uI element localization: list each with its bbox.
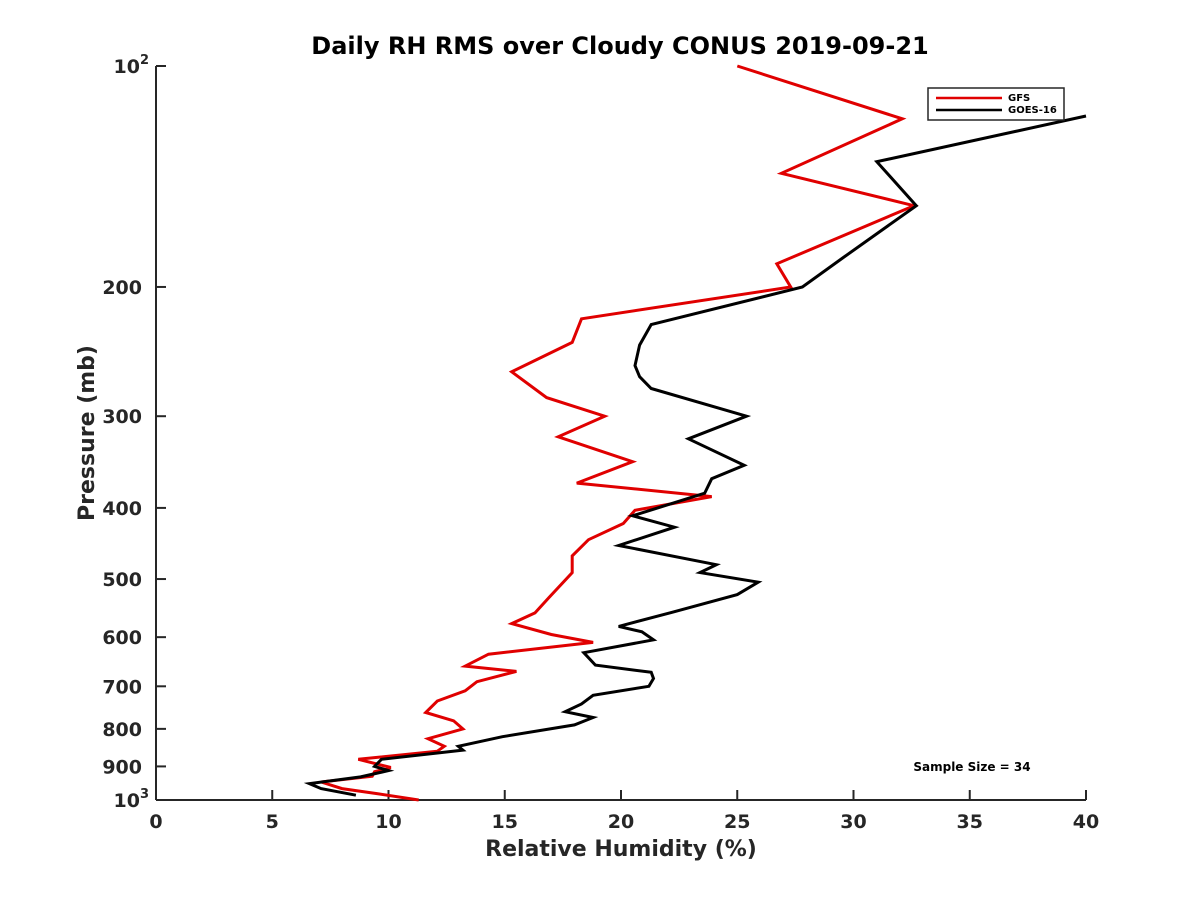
chart-title: Daily RH RMS over Cloudy CONUS 2019-09-2… [311,32,928,60]
x-axis-label: Relative Humidity (%) [485,837,757,862]
y-tick-exponent: 3 [140,787,149,802]
series-line-goes16 [303,114,1087,797]
y-axis-label: Pressure (mb) [75,345,100,521]
y-tick-label: 400 [102,498,142,520]
y-tick-base: 10 [114,56,140,78]
series-line-gfs [320,64,919,802]
y-tick-label: 103 [114,787,150,812]
legend-label-goes16: GOES-16 [1008,105,1057,116]
x-axis-ticks: 0 5 10 15 20 25 30 35 40 [149,790,1099,833]
x-tick-label: 30 [840,811,866,833]
series-layer [303,64,1087,802]
y-tick-label: 102 [114,53,150,78]
y-tick-label: 600 [102,627,142,649]
sample-size-annotation: Sample Size = 34 [913,760,1030,774]
x-tick-label: 15 [492,811,518,833]
y-tick-label: 200 [102,277,142,299]
y-tick-base: 10 [114,790,140,812]
y-tick-label: 700 [102,676,142,698]
y-tick-label: 900 [102,756,142,778]
x-tick-label: 5 [266,811,279,833]
y-tick-label: 300 [102,406,142,428]
x-tick-label: 0 [149,811,162,833]
y-tick-label: 500 [102,569,142,591]
y-tick-exponent: 2 [140,53,149,68]
x-tick-label: 35 [957,811,983,833]
x-tick-label: 20 [608,811,634,833]
y-tick-label: 800 [102,719,142,741]
legend: GFS GOES-16 [927,87,1065,121]
x-tick-label: 25 [724,811,750,833]
legend-label-gfs: GFS [1008,93,1030,104]
x-tick-label: 40 [1073,811,1099,833]
x-tick-label: 10 [375,811,401,833]
legend-box [927,87,1065,121]
